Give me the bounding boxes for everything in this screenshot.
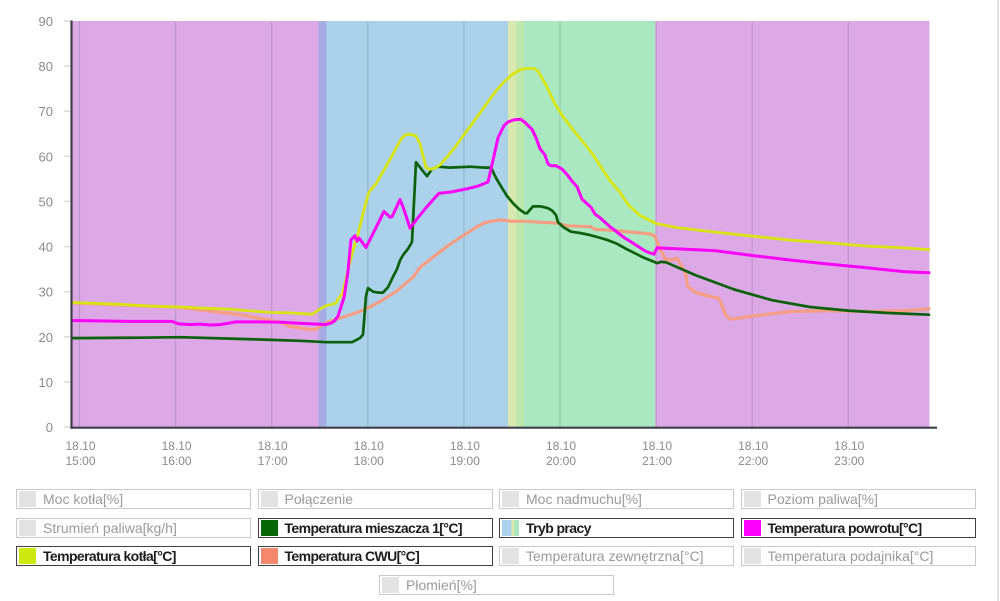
svg-text:18.10: 18.10 <box>258 439 288 453</box>
svg-text:60: 60 <box>39 149 53 164</box>
svg-text:40: 40 <box>39 240 53 255</box>
svg-text:70: 70 <box>39 104 53 119</box>
svg-text:19:00: 19:00 <box>450 454 480 468</box>
svg-text:18:00: 18:00 <box>354 454 384 468</box>
svg-text:20:00: 20:00 <box>546 454 576 468</box>
svg-text:18.10: 18.10 <box>450 439 480 453</box>
svg-text:18.10: 18.10 <box>65 439 95 453</box>
svg-text:16:00: 16:00 <box>162 454 192 468</box>
svg-text:21:00: 21:00 <box>642 454 672 468</box>
svg-text:18.10: 18.10 <box>738 439 768 453</box>
svg-text:90: 90 <box>39 14 53 29</box>
svg-text:50: 50 <box>39 194 53 209</box>
svg-text:17:00: 17:00 <box>258 454 288 468</box>
svg-text:18.10: 18.10 <box>354 439 384 453</box>
svg-text:10: 10 <box>39 375 53 390</box>
svg-text:80: 80 <box>39 59 53 74</box>
svg-text:20: 20 <box>39 330 53 345</box>
svg-text:30: 30 <box>39 285 53 300</box>
svg-text:23:00: 23:00 <box>834 454 864 468</box>
svg-text:15:00: 15:00 <box>65 454 95 468</box>
svg-text:18.10: 18.10 <box>162 439 192 453</box>
svg-text:18.10: 18.10 <box>834 439 864 453</box>
svg-text:18.10: 18.10 <box>642 439 672 453</box>
svg-text:18.10: 18.10 <box>546 439 576 453</box>
svg-text:22:00: 22:00 <box>738 454 768 468</box>
svg-text:0: 0 <box>46 420 53 435</box>
